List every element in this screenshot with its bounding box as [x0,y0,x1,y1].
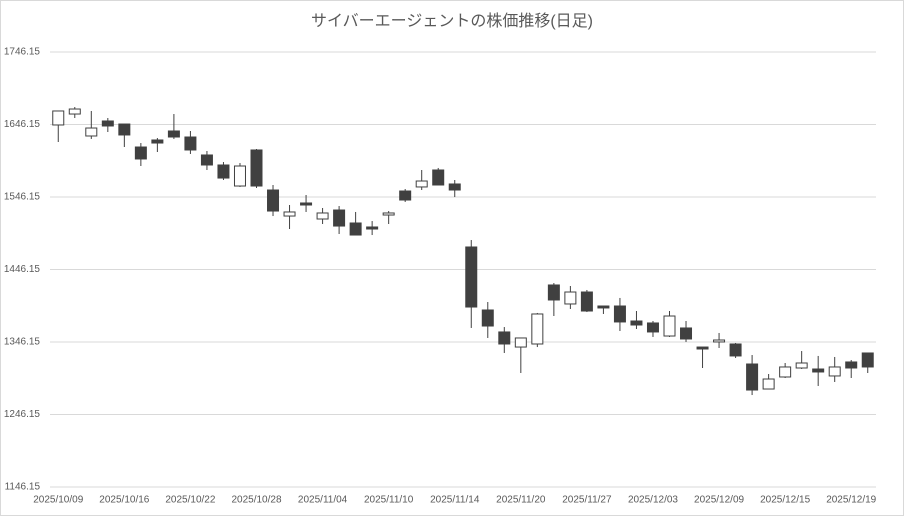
x-tick-label: 2025/10/28 [231,495,281,506]
candle-body [366,226,379,230]
candle-body [547,284,560,301]
candle-body [729,343,742,357]
candle-body [415,180,428,188]
x-tick-label: 2025/12/19 [826,495,876,506]
candle-body [399,190,412,201]
candle-body [250,149,263,187]
candle-body [316,212,329,220]
x-tick-label: 2025/11/14 [430,495,480,506]
candle-body [514,337,527,348]
candle-body [812,368,825,373]
x-tick-label: 2025/12/09 [694,495,744,506]
chart-title: サイバーエージェントの株価推移(日足) [311,12,593,30]
candle-body [531,313,544,345]
candle-body [498,331,511,345]
candle-body [762,378,775,390]
candle-body [267,189,280,212]
candle-body [481,309,494,327]
candle-body [696,346,709,350]
candle-body [564,291,577,305]
x-tick-label: 2025/12/03 [628,495,678,506]
candle-body [779,366,792,378]
y-tick-label: 1446.15 [4,264,41,275]
candle-body [68,108,81,115]
candle-body [233,165,246,187]
x-tick-label: 2025/12/15 [760,495,810,506]
candle-body [118,123,131,136]
y-tick-label: 1746.15 [4,47,41,58]
candle-body [663,315,676,337]
candle-body [795,362,808,369]
candle-body [300,202,313,206]
candle-body [283,211,296,217]
candle-body [646,322,659,333]
candle-body [333,209,346,227]
candle-body [151,139,164,144]
candle-body [680,327,693,340]
candle-body [382,212,395,216]
candle-body [134,146,147,160]
candle-body [432,169,445,186]
x-tick-label: 2025/11/27 [562,495,612,506]
candle-body [101,120,114,127]
candle-body [861,352,874,368]
y-tick-label: 1246.15 [4,409,41,420]
y-tick-label: 1146.15 [5,482,41,493]
candle-body [465,246,478,308]
candle-body [845,361,858,369]
candle-body [613,305,626,323]
y-tick-label: 1546.15 [4,192,41,203]
candle-body [828,366,841,377]
candle-body [746,363,759,391]
candle-body [217,164,230,179]
candle-body [200,154,213,166]
y-tick-label: 1646.15 [4,119,41,130]
x-tick-label: 2025/10/16 [99,495,149,506]
candle-body [52,110,65,126]
candle-body [85,127,98,137]
x-tick-label: 2025/11/20 [496,495,546,506]
candle-body [184,136,197,151]
candle-body [580,291,593,312]
candle-body [630,320,643,326]
x-tick-label: 2025/10/22 [165,495,215,506]
candle-body [597,305,610,309]
candle-body [349,222,362,236]
x-tick-label: 2025/10/09 [33,495,83,506]
x-tick-label: 2025/11/10 [364,495,414,506]
y-tick-label: 1346.15 [4,337,41,348]
x-tick-label: 2025/11/04 [298,495,348,506]
candle-body [167,130,180,138]
candle-body [448,183,461,191]
candle-body [713,339,726,343]
